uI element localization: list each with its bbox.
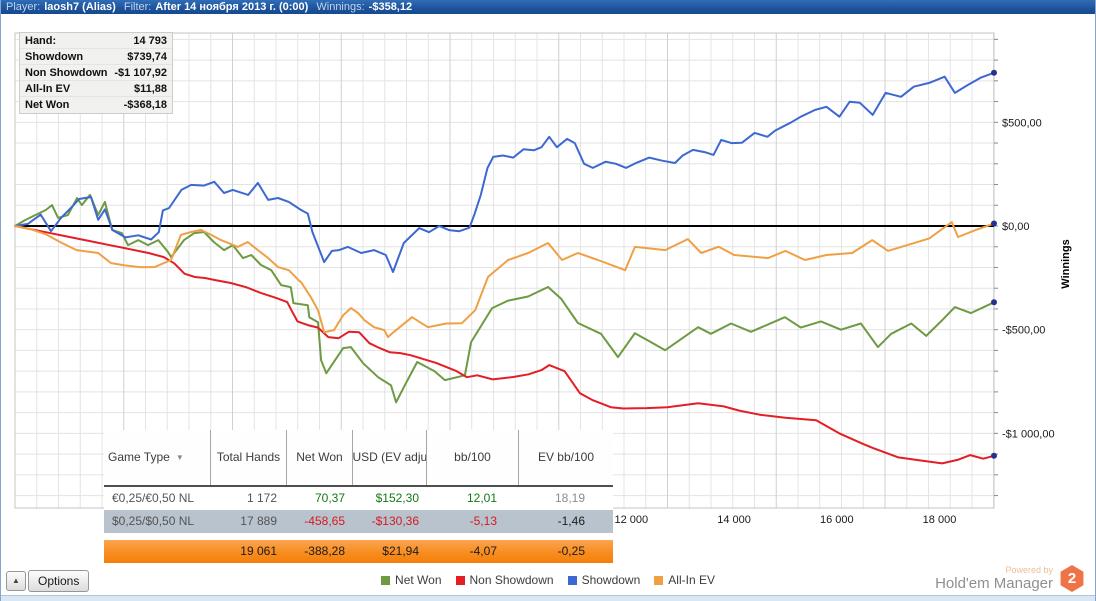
series-end-dot bbox=[991, 452, 997, 459]
results-table-header: Game Type ▼ Total Hands Net Won $ USD (E… bbox=[104, 430, 613, 487]
header-bb100[interactable]: bb/100 bbox=[427, 430, 519, 485]
legend-label: Showdown bbox=[581, 573, 641, 587]
y-axis-title: Winnings bbox=[1060, 239, 1072, 288]
legend-label: Non Showdown bbox=[469, 573, 554, 587]
title-bar: Player: laosh7 (Alias) Filter: After 14 но… bbox=[1, 0, 1095, 14]
player-label: Player: bbox=[6, 1, 41, 13]
header-net-won[interactable]: Net Won bbox=[287, 430, 353, 485]
table-cell: -1,46 bbox=[557, 514, 585, 528]
powered-by-label: Powered by bbox=[1005, 565, 1053, 575]
table-cell: $21,94 bbox=[382, 544, 419, 558]
options-button-label: Options bbox=[38, 574, 80, 588]
y-axis-label: $500,00 bbox=[1002, 117, 1042, 129]
x-axis-label: 12 000 bbox=[615, 514, 649, 526]
brand-name: Hold'em Manager bbox=[935, 575, 1053, 592]
table-cell: -0,25 bbox=[557, 544, 585, 558]
legend-item: Non Showdown bbox=[455, 573, 554, 587]
series-line-showdown bbox=[14, 71, 995, 273]
table-cell: -388,28 bbox=[304, 544, 345, 558]
legend-swatch-icon bbox=[654, 575, 664, 585]
stats-row-non-showdown: Non Showdown -$1 107,92 bbox=[20, 65, 172, 81]
legend-swatch-icon bbox=[455, 575, 465, 585]
filter-value: After 14 ноября 2013 г. (0:00) bbox=[155, 1, 309, 13]
stat-label: Non Showdown bbox=[25, 67, 108, 79]
table-cell: $0,25/$0,50 NL bbox=[112, 514, 195, 528]
footer-bar: ▲ Options Net Won Non Showdown Showdown All… bbox=[1, 564, 1095, 601]
table-cell: 17 889 bbox=[240, 514, 277, 528]
table-row[interactable]: $0,25/$0,50 NL 17 889 -458,65 -$130,36 -5,13… bbox=[104, 510, 613, 533]
hm2-badge-icon: 2 bbox=[1060, 565, 1084, 592]
collapse-arrow-icon: ▲ bbox=[12, 576, 20, 585]
header-ev-bb100[interactable]: EV bb/100 bbox=[537, 450, 595, 464]
series-end-dot bbox=[991, 69, 997, 76]
y-axis-label: -$1 000,00 bbox=[1002, 428, 1055, 440]
table-cell: -5,13 bbox=[469, 514, 497, 528]
stat-value: $11,88 bbox=[133, 83, 167, 95]
table-cell: 12,01 bbox=[466, 491, 497, 505]
stat-value: 14 793 bbox=[133, 35, 167, 47]
chart-legend: Net Won Non Showdown Showdown All-In EV bbox=[1, 573, 1095, 587]
table-cell: 70,37 bbox=[314, 491, 345, 505]
player-name: laosh7 (Alias) bbox=[44, 1, 116, 13]
brand-text: Powered by Hold'em Manager bbox=[935, 565, 1053, 592]
legend-item: Net Won bbox=[381, 573, 442, 587]
legend-swatch-icon bbox=[567, 575, 577, 585]
stats-row-allin-ev: All-In EV $11,88 bbox=[20, 81, 172, 97]
x-axis-label: 16 000 bbox=[820, 514, 854, 526]
table-cell: 1 172 bbox=[246, 491, 277, 505]
table-cell: €0,25/€0,50 NL bbox=[112, 491, 195, 505]
table-cell: -458,65 bbox=[304, 514, 345, 528]
table-row[interactable]: €0,25/€0,50 NL 1 172 70,37 $152,30 12,01 18,1… bbox=[104, 487, 613, 510]
stats-row-hands: Hand: 14 793 bbox=[20, 33, 172, 49]
y-axis-label: $0,00 bbox=[1002, 221, 1030, 233]
table-cell: -4,07 bbox=[469, 544, 497, 558]
series-end-dot bbox=[991, 299, 997, 306]
results-table-body: €0,25/€0,50 NL 1 172 70,37 $152,30 12,01 18,1… bbox=[104, 487, 613, 563]
table-cell bbox=[104, 540, 211, 563]
stat-value: -$1 107,92 bbox=[114, 67, 167, 79]
winnings-label: Winnings: bbox=[316, 1, 365, 13]
series-line-all-in-ev bbox=[14, 221, 995, 339]
header-usd-ev-adjust[interactable]: $ USD (EV adjust bbox=[353, 430, 427, 485]
winnings-value: -$358,12 bbox=[368, 1, 413, 13]
results-table: Game Type ▼ Total Hands Net Won $ USD (E… bbox=[104, 430, 613, 563]
y-axis-label: -$500,00 bbox=[1002, 325, 1045, 337]
header-total-hands[interactable]: Total Hands bbox=[211, 430, 287, 485]
stats-row-showdown: Showdown $739,74 bbox=[20, 49, 172, 65]
table-gap bbox=[104, 533, 613, 540]
table-cell: 18,19 bbox=[554, 491, 585, 505]
table-cell: 19 061 bbox=[240, 544, 277, 558]
summary-stats-box: Hand: 14 793 Showdown $739,74 Non Showdo… bbox=[19, 32, 173, 114]
legend-item: Showdown bbox=[567, 573, 641, 587]
collapse-panel-button[interactable]: ▲ bbox=[6, 571, 26, 591]
stat-value: $739,74 bbox=[127, 51, 167, 63]
x-axis-label: 18 000 bbox=[923, 514, 957, 526]
stat-label: All-In EV bbox=[25, 83, 71, 95]
table-row-total: 19 061 -388,28 $21,94 -4,07 -0,25 bbox=[104, 540, 613, 563]
legend-swatch-icon bbox=[381, 575, 391, 585]
stat-value: -$368,18 bbox=[123, 99, 167, 111]
sort-descending-icon[interactable]: ▼ bbox=[175, 452, 184, 462]
header-game-type[interactable]: Game Type ▼ bbox=[104, 430, 211, 485]
window-bottom-strip bbox=[1, 595, 1095, 601]
legend-label: Net Won bbox=[395, 573, 442, 587]
x-axis-label: 14 000 bbox=[717, 514, 751, 526]
stats-row-net-won: Net Won -$368,18 bbox=[20, 97, 172, 113]
options-button[interactable]: Options bbox=[28, 570, 90, 592]
header-label: Game Type bbox=[108, 450, 170, 464]
stat-label: Net Won bbox=[25, 99, 70, 111]
series-line-non-showdown bbox=[14, 225, 995, 465]
filter-label: Filter: bbox=[123, 1, 152, 13]
legend-item: All-In EV bbox=[654, 573, 715, 587]
series-end-dot bbox=[991, 220, 997, 227]
table-cell: -$130,36 bbox=[371, 514, 419, 528]
stat-label: Hand: bbox=[25, 35, 57, 47]
legend-label: All-In EV bbox=[668, 573, 715, 587]
table-cell: $152,30 bbox=[375, 491, 419, 505]
stat-label: Showdown bbox=[25, 51, 84, 63]
series-line-net-won bbox=[14, 193, 995, 404]
brand-logo: Powered by Hold'em Manager 2 bbox=[935, 565, 1085, 592]
